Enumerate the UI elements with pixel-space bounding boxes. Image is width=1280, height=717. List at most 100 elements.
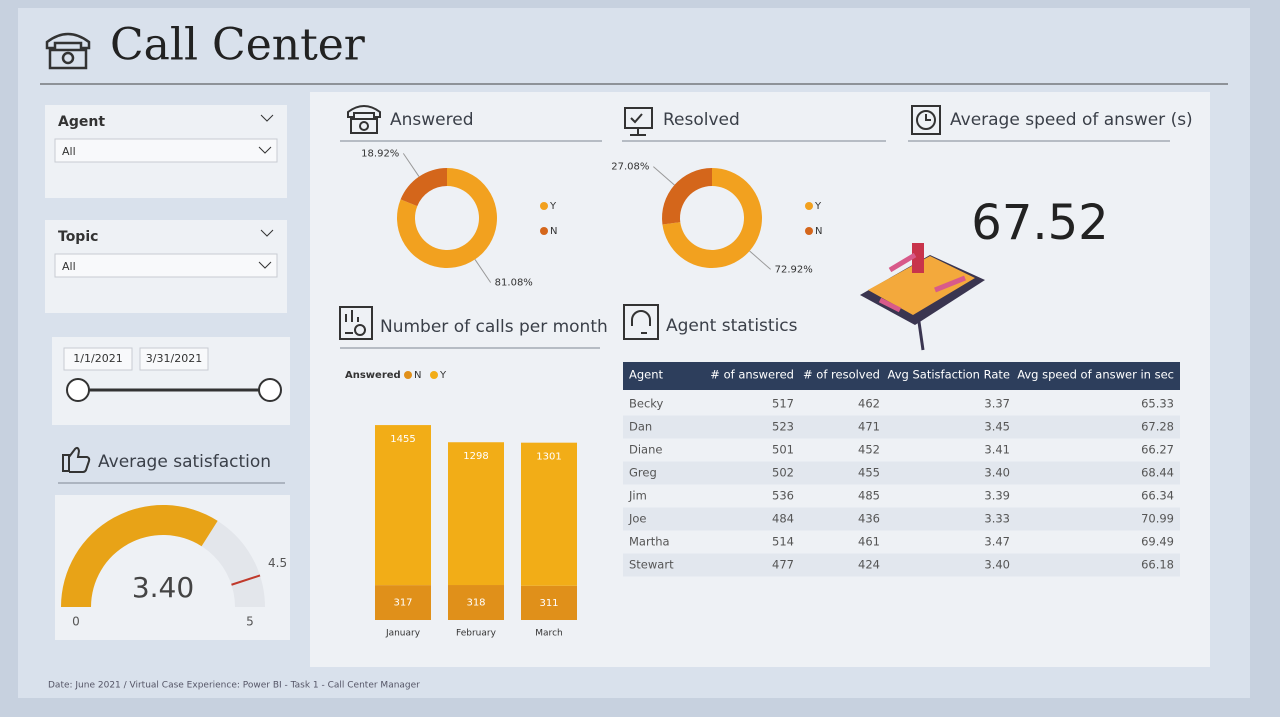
legend-label: N bbox=[815, 226, 822, 237]
table-cell: 3.40 bbox=[984, 466, 1010, 480]
table-cell: 3.41 bbox=[984, 443, 1010, 457]
table-cell: 67.28 bbox=[1141, 420, 1174, 434]
chevron bbox=[260, 114, 274, 122]
table-cell: Joe bbox=[628, 512, 647, 526]
table-cell: 70.99 bbox=[1141, 512, 1174, 526]
kpi-value: 67.52 bbox=[971, 195, 1108, 251]
row-stripe bbox=[623, 461, 1180, 485]
table-cell: 461 bbox=[858, 535, 880, 549]
table-cell: 3.37 bbox=[984, 397, 1010, 411]
table-cell: 424 bbox=[858, 558, 880, 572]
gauge-value bbox=[61, 504, 218, 607]
table-cell: 66.27 bbox=[1141, 443, 1174, 457]
table-cell: 485 bbox=[858, 489, 880, 503]
legend-dot bbox=[805, 202, 813, 210]
title: Call Center bbox=[110, 20, 366, 71]
table-cell: 66.18 bbox=[1141, 558, 1174, 572]
dropdown-value: All bbox=[62, 145, 76, 158]
legend-label: N bbox=[550, 226, 557, 237]
section-title: Answered bbox=[390, 110, 474, 130]
donut-slice bbox=[396, 168, 497, 269]
column-header: Avg speed of answer in sec bbox=[1017, 368, 1174, 382]
legend-label: Y bbox=[439, 370, 447, 381]
table-cell: Jim bbox=[628, 489, 647, 503]
dropdown[interactable] bbox=[54, 138, 278, 163]
bar-segment bbox=[375, 425, 431, 586]
dropdown[interactable] bbox=[54, 253, 278, 278]
legend-label: Y bbox=[814, 201, 822, 212]
phone-icon bbox=[45, 32, 91, 70]
headset-icon bbox=[623, 304, 659, 340]
leader-line bbox=[402, 153, 420, 177]
legend-dot bbox=[430, 371, 438, 379]
column-header: Agent bbox=[629, 368, 664, 382]
section-title: Resolved bbox=[663, 110, 740, 130]
table-cell: 517 bbox=[772, 397, 794, 411]
table-cell: 66.34 bbox=[1141, 489, 1174, 503]
legend-dot bbox=[404, 371, 412, 379]
data-label: 311 bbox=[539, 598, 558, 609]
table-cell: 3.45 bbox=[984, 420, 1010, 434]
data-label: 81.08% bbox=[495, 278, 533, 289]
table-cell: 69.49 bbox=[1141, 535, 1174, 549]
illustration bbox=[860, 243, 985, 351]
data-label: 72.92% bbox=[775, 264, 813, 275]
date-end: 3/31/2021 bbox=[146, 352, 202, 365]
table-cell: Stewart bbox=[629, 558, 674, 572]
bar-segment bbox=[448, 442, 504, 586]
table-cell: Greg bbox=[629, 466, 657, 480]
table-cell: 3.39 bbox=[984, 489, 1010, 503]
gauge-value-label: 3.40 bbox=[132, 571, 194, 604]
data-label: 1301 bbox=[536, 452, 561, 463]
x-tick-label: February bbox=[456, 629, 497, 639]
donut-slice bbox=[662, 168, 712, 225]
legend-dot bbox=[540, 202, 548, 210]
date-box[interactable] bbox=[139, 347, 209, 371]
slider-handle[interactable] bbox=[258, 378, 282, 402]
data-label: 18.92% bbox=[361, 148, 399, 159]
chevron bbox=[258, 261, 272, 269]
legend-title: Answered bbox=[345, 370, 401, 381]
date-box[interactable] bbox=[63, 347, 133, 371]
gauge-tick-label: 0 bbox=[72, 615, 80, 629]
chevron bbox=[258, 146, 272, 154]
table-cell: Diane bbox=[629, 443, 662, 457]
row-stripe bbox=[623, 507, 1180, 531]
table-cell: 462 bbox=[858, 397, 880, 411]
table-cell: 477 bbox=[772, 558, 794, 572]
table-cell: 502 bbox=[772, 466, 794, 480]
row-stripe bbox=[623, 553, 1180, 577]
x-tick-label: March bbox=[535, 629, 562, 639]
clock-icon bbox=[911, 105, 941, 135]
slicer-label: Topic bbox=[58, 229, 98, 245]
table-cell: 65.33 bbox=[1141, 397, 1174, 411]
table-header bbox=[623, 362, 1180, 390]
table-cell: 523 bbox=[772, 420, 794, 434]
data-label: 318 bbox=[466, 598, 485, 609]
gauge-tick-label: 5 bbox=[246, 615, 254, 629]
data-label: 1455 bbox=[390, 434, 415, 445]
x-tick-label: January bbox=[385, 629, 421, 639]
table-cell: Becky bbox=[629, 397, 664, 411]
column-header: Avg Satisfaction Rate bbox=[888, 368, 1010, 382]
slider-handle[interactable] bbox=[66, 378, 90, 402]
table-cell: 68.44 bbox=[1141, 466, 1174, 480]
column-header: # of resolved bbox=[803, 368, 880, 382]
table-cell: 455 bbox=[858, 466, 880, 480]
table-cell: 514 bbox=[772, 535, 794, 549]
leader-line bbox=[474, 259, 492, 283]
dropdown-value: All bbox=[62, 260, 76, 273]
slicer-label: Agent bbox=[58, 114, 105, 130]
row-stripe bbox=[623, 415, 1180, 439]
leader-line bbox=[653, 166, 675, 186]
bar-segment bbox=[521, 442, 577, 586]
chart-icon bbox=[339, 306, 373, 340]
table-cell: 471 bbox=[858, 420, 880, 434]
thumb-icon bbox=[62, 446, 91, 473]
monitor-icon bbox=[624, 107, 653, 136]
table-cell: Martha bbox=[629, 535, 670, 549]
table-cell: 536 bbox=[772, 489, 794, 503]
bar-segment bbox=[521, 585, 577, 620]
donut-slice bbox=[400, 168, 447, 207]
table-cell: 3.33 bbox=[984, 512, 1010, 526]
